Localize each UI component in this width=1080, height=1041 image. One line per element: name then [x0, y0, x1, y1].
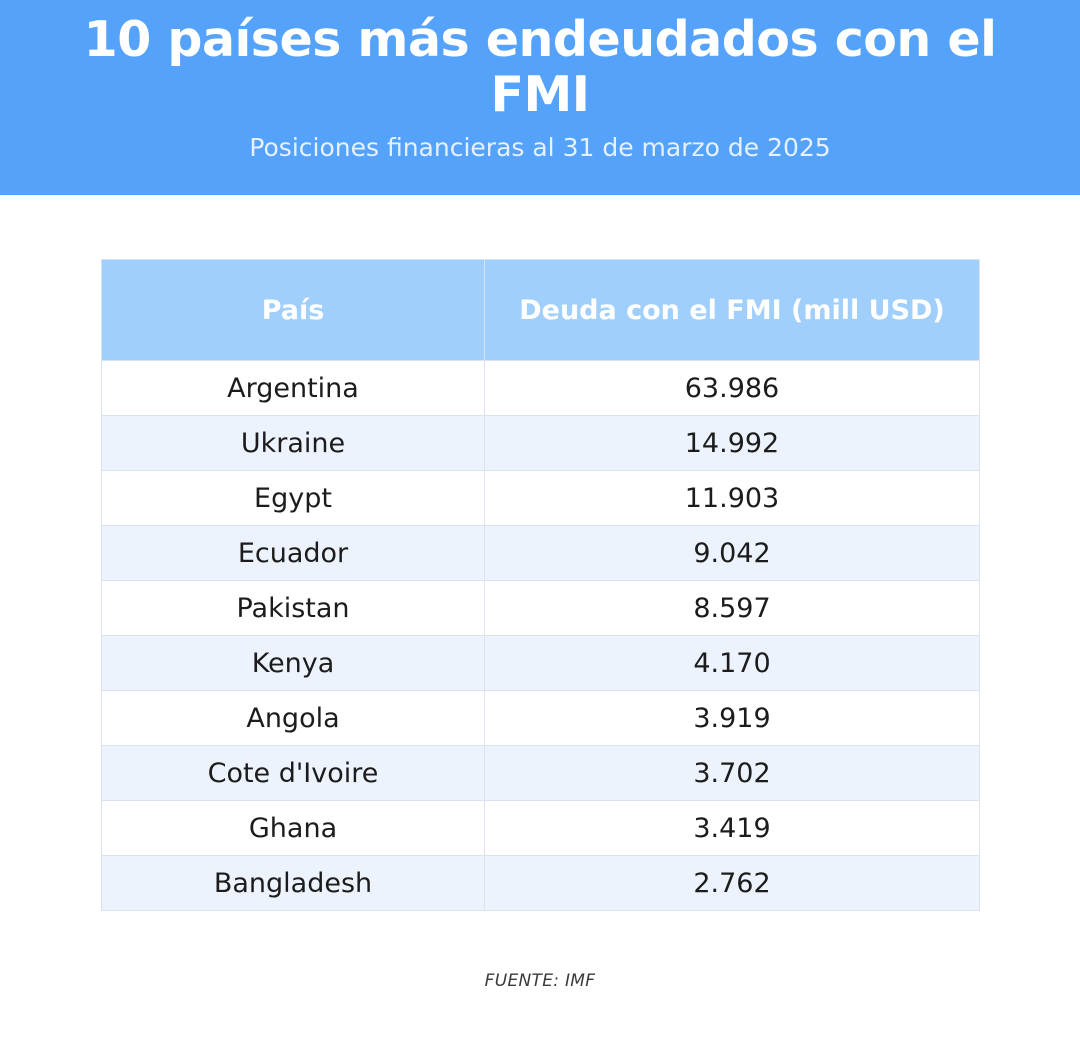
debt-table: País Deuda con el FMI (mill USD) Argenti… [101, 259, 980, 911]
country-cell: Pakistan [101, 580, 485, 636]
debt-cell: 9.042 [484, 525, 980, 581]
table-row: Angola 3.919 [101, 690, 980, 746]
debt-cell: 3.702 [484, 745, 980, 801]
debt-cell: 4.170 [484, 635, 980, 691]
debt-cell: 3.919 [484, 690, 980, 746]
table-row: Egypt 11.903 [101, 470, 980, 526]
country-cell: Angola [101, 690, 485, 746]
table-row: Bangladesh 2.762 [101, 855, 980, 911]
country-cell: Ghana [101, 800, 485, 856]
country-cell: Bangladesh [101, 855, 485, 911]
debt-cell: 8.597 [484, 580, 980, 636]
country-cell: Argentina [101, 360, 485, 416]
debt-cell: 11.903 [484, 470, 980, 526]
page-subtitle: Posiciones financieras al 31 de marzo de… [249, 133, 831, 162]
column-header-country: País [101, 259, 485, 361]
column-header-debt: Deuda con el FMI (mill USD) [484, 259, 980, 361]
table-row: Ecuador 9.042 [101, 525, 980, 581]
table-row: Ghana 3.419 [101, 800, 980, 856]
table-row: Kenya 4.170 [101, 635, 980, 691]
debt-cell: 2.762 [484, 855, 980, 911]
table-row: Ukraine 14.992 [101, 415, 980, 471]
country-cell: Cote d'Ivoire [101, 745, 485, 801]
header-banner: 10 países más endeudados con el FMI Posi… [0, 0, 1080, 195]
table-header-row: País Deuda con el FMI (mill USD) [101, 259, 980, 361]
country-cell: Ecuador [101, 525, 485, 581]
country-cell: Egypt [101, 470, 485, 526]
table-row: Cote d'Ivoire 3.702 [101, 745, 980, 801]
page-title: 10 países más endeudados con el FMI [83, 11, 997, 123]
debt-cell: 14.992 [484, 415, 980, 471]
debt-cell: 3.419 [484, 800, 980, 856]
source-note: FUENTE: IMF [484, 971, 596, 991]
country-cell: Ukraine [101, 415, 485, 471]
country-cell: Kenya [101, 635, 485, 691]
debt-cell: 63.986 [484, 360, 980, 416]
table-row: Pakistan 8.597 [101, 580, 980, 636]
table-row: Argentina 63.986 [101, 360, 980, 416]
